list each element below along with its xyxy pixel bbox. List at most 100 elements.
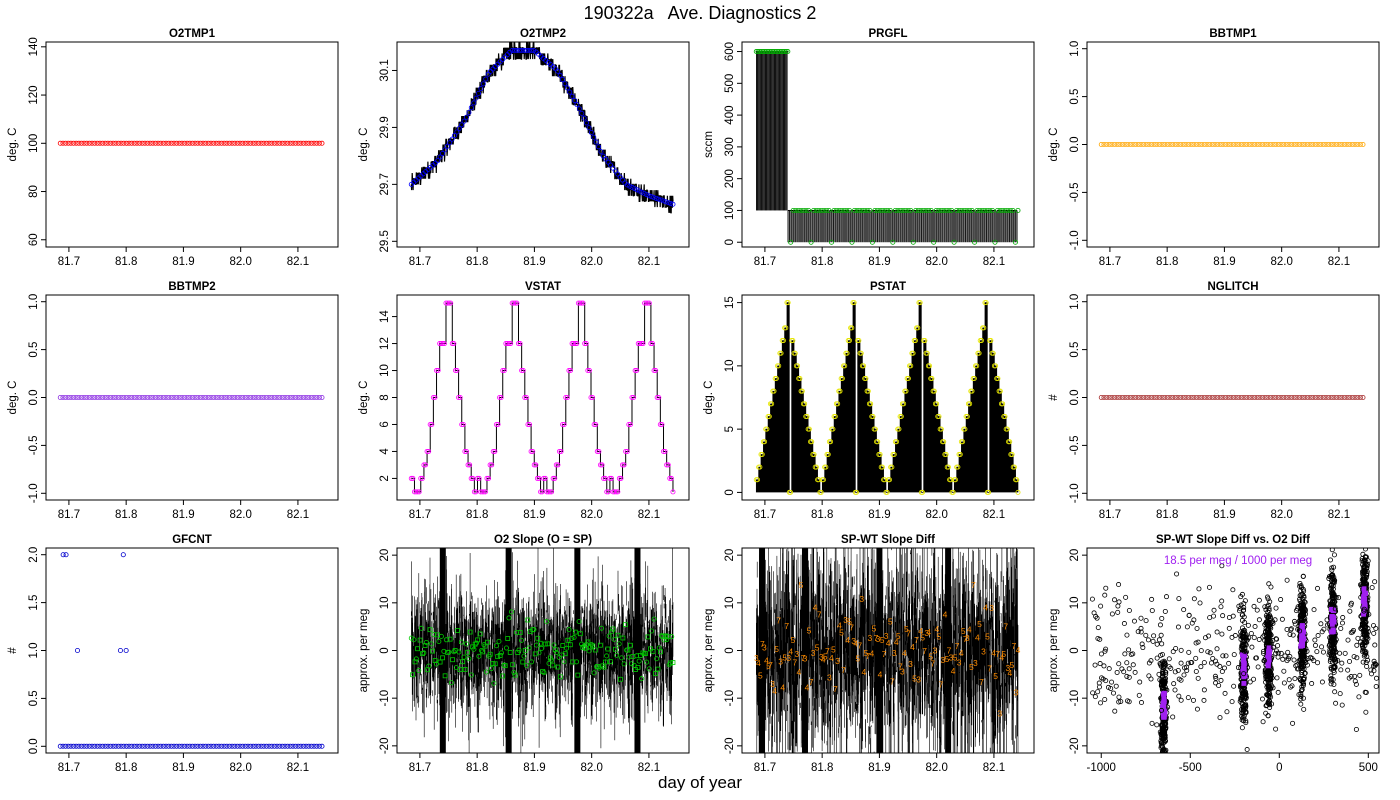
scatter-point <box>1372 642 1378 648</box>
scatter-point <box>1319 679 1325 685</box>
scatter-point <box>1235 665 1241 671</box>
data-point <box>221 140 227 146</box>
y-tick-label: 0.0 <box>1069 137 1081 153</box>
scatter-point <box>1173 645 1179 651</box>
data-point <box>1297 657 1303 663</box>
scatter-point <box>1373 675 1379 681</box>
cluster-mean-point <box>1162 711 1168 717</box>
data-point <box>1225 141 1231 147</box>
panel-title: BBTMP2 <box>168 281 215 293</box>
data-point <box>492 661 498 667</box>
data-point <box>221 394 227 400</box>
data-point <box>60 394 66 400</box>
data-point <box>1265 700 1271 706</box>
data-point <box>775 49 781 55</box>
data-point <box>854 207 860 213</box>
data-point <box>1158 740 1164 746</box>
scatter-point <box>1312 642 1318 648</box>
data-point <box>613 489 619 495</box>
data-point <box>1188 141 1194 147</box>
data-point <box>872 207 878 213</box>
slope-trace <box>756 548 1019 753</box>
data-point <box>1323 141 1329 147</box>
data-point <box>68 743 74 749</box>
data-point <box>1183 141 1189 147</box>
data-point <box>298 394 304 400</box>
data-point <box>983 300 989 306</box>
data-point <box>253 394 259 400</box>
data-point <box>765 49 771 55</box>
data-point <box>589 642 595 648</box>
panel-title: BBTMP1 <box>1209 28 1257 40</box>
scatter-point <box>1324 617 1330 623</box>
scatter-point <box>1101 663 1107 669</box>
scatter-point <box>1363 709 1369 715</box>
data-point <box>669 634 675 640</box>
data-point <box>479 489 485 495</box>
data-point <box>467 629 473 635</box>
data-point <box>1260 141 1266 147</box>
scatter-point <box>1337 691 1343 697</box>
data-point <box>486 475 492 481</box>
data-point <box>617 174 623 180</box>
scatter-point <box>1287 631 1293 637</box>
data-point <box>829 239 835 245</box>
scatter-point <box>1355 635 1361 641</box>
data-point <box>934 401 940 407</box>
data-point <box>1230 394 1236 400</box>
data-point <box>544 618 550 624</box>
data-point <box>248 743 254 749</box>
data-point <box>73 743 79 749</box>
data-point <box>303 743 309 749</box>
data-point <box>964 413 970 419</box>
purge-flow-trace <box>756 51 1018 243</box>
data-point <box>908 207 914 213</box>
scatter-point <box>1191 596 1197 602</box>
data-point <box>466 656 472 662</box>
data-point <box>437 154 443 160</box>
data-point <box>665 462 671 468</box>
data-point <box>1009 451 1015 457</box>
data-point <box>118 140 124 146</box>
y-tick-label: 20 <box>379 549 391 562</box>
numeric-marker: 3 <box>851 636 856 646</box>
numeric-marker: 5 <box>904 624 909 634</box>
data-point <box>1241 642 1247 648</box>
scatter-point <box>1103 646 1109 652</box>
scatter-point <box>1330 653 1336 659</box>
data-point <box>129 743 135 749</box>
data-point <box>604 489 610 495</box>
cluster-mean-point <box>1241 657 1247 663</box>
scatter-point <box>1138 629 1144 635</box>
data-point <box>437 659 443 665</box>
data-point <box>71 394 77 400</box>
data-point <box>471 100 477 106</box>
data-point <box>166 743 172 749</box>
data-point <box>667 475 673 481</box>
data-point <box>1158 738 1164 744</box>
data-point <box>152 140 158 146</box>
data-point <box>454 129 460 135</box>
y-tick-label: 0 <box>724 489 736 495</box>
scatter-point <box>1189 620 1195 626</box>
data-point <box>150 743 156 749</box>
data-point <box>592 647 598 653</box>
scatter-point <box>1371 658 1377 664</box>
data-point <box>487 651 493 657</box>
data-point <box>639 189 645 195</box>
data-point <box>1109 394 1115 400</box>
data-point <box>1252 141 1258 147</box>
cluster-mean-point <box>1361 594 1367 600</box>
data-point <box>632 186 638 192</box>
plot-area <box>1098 141 1366 147</box>
data-point <box>588 394 594 400</box>
numeric-marker: 3 <box>770 679 775 689</box>
data-point <box>971 376 977 382</box>
data-point <box>1196 394 1202 400</box>
data-point <box>187 394 193 400</box>
data-point <box>470 475 476 481</box>
data-point <box>457 667 463 673</box>
data-point <box>668 475 674 481</box>
scatter-point <box>1339 660 1345 666</box>
scatter-point <box>1124 673 1130 679</box>
